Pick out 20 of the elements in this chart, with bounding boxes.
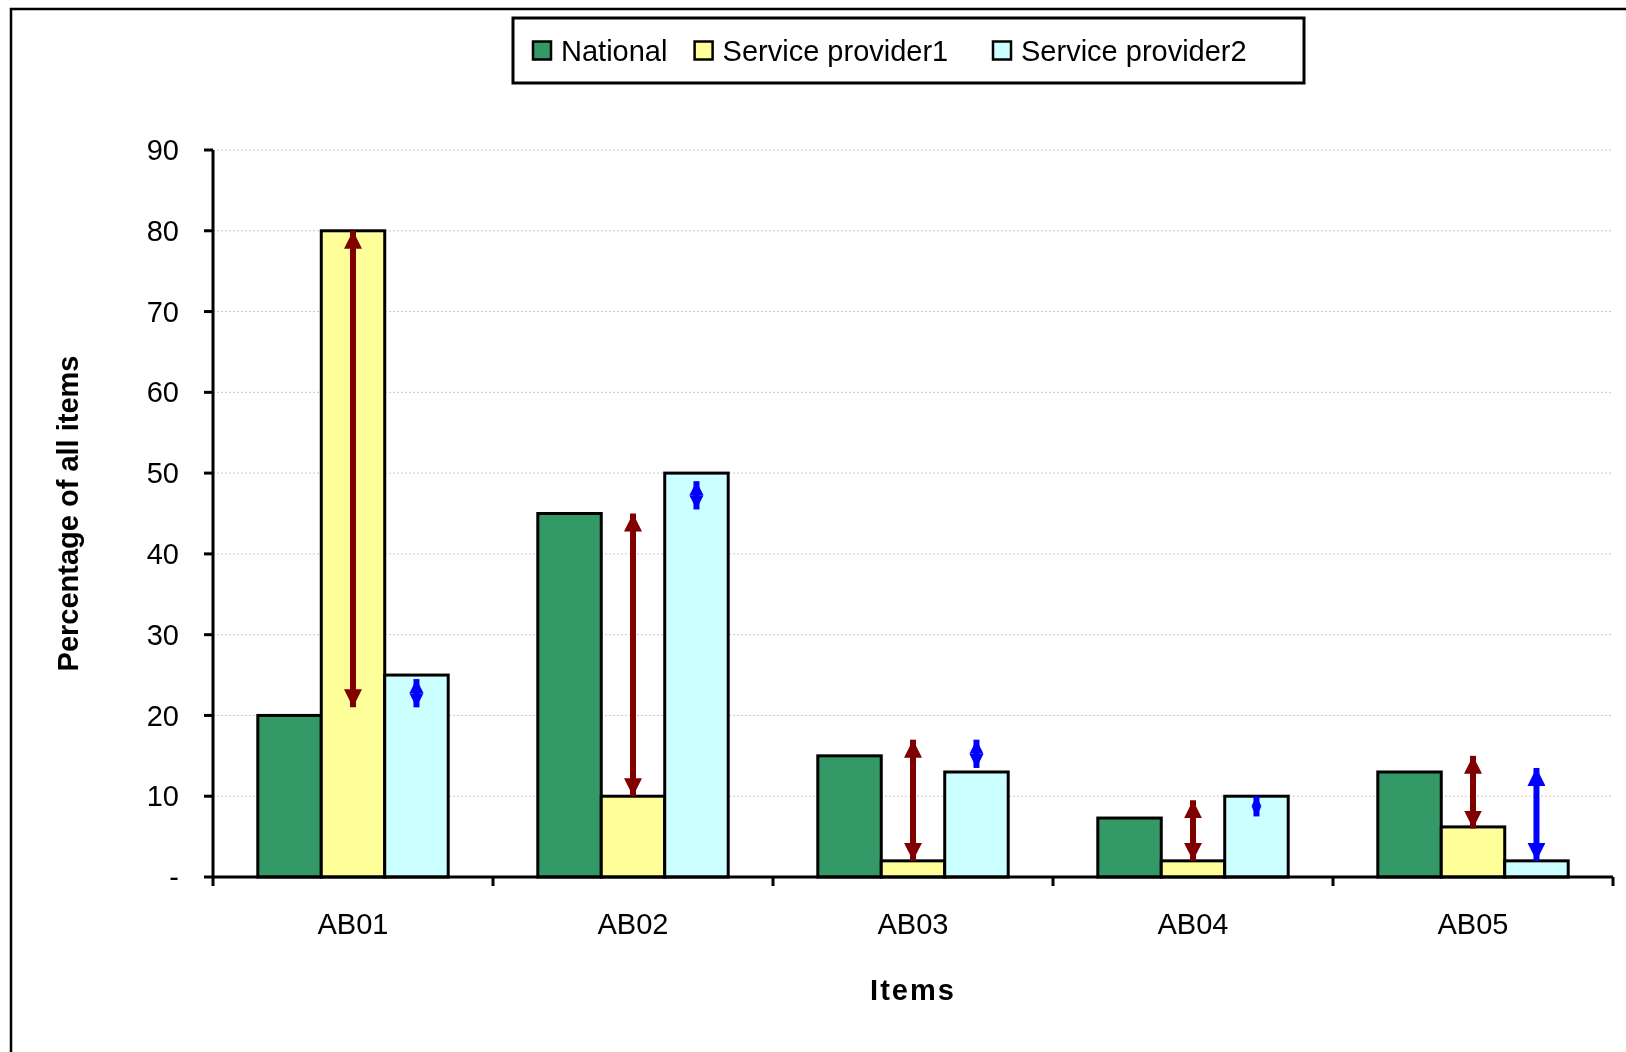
y-axis-title: Percentage of all items bbox=[52, 355, 84, 672]
y-tick-label: 40 bbox=[146, 538, 179, 571]
x-axis-title: Items bbox=[870, 974, 956, 1006]
x-tick-label: AB01 bbox=[317, 908, 389, 940]
legend-label: Service provider2 bbox=[1021, 34, 1247, 67]
legend-label: National bbox=[561, 34, 668, 67]
y-tick-label: 90 bbox=[146, 134, 179, 167]
y-tick-label: - bbox=[169, 861, 179, 894]
x-tick-label: AB02 bbox=[597, 908, 669, 940]
y-tick-label: 60 bbox=[146, 376, 179, 409]
y-tick-label: 80 bbox=[146, 214, 179, 247]
legend-label: Service provider1 bbox=[722, 34, 949, 67]
y-tick-label: 30 bbox=[146, 618, 179, 651]
x-tick-label: AB04 bbox=[1157, 908, 1229, 940]
y-tick-label: 70 bbox=[146, 295, 179, 328]
y-tick-label: 50 bbox=[146, 457, 179, 490]
y-tick-label: 20 bbox=[146, 699, 179, 732]
x-tick-label: AB03 bbox=[877, 908, 949, 940]
x-tick-label: AB05 bbox=[1437, 908, 1509, 940]
y-tick-label: 10 bbox=[146, 780, 179, 813]
